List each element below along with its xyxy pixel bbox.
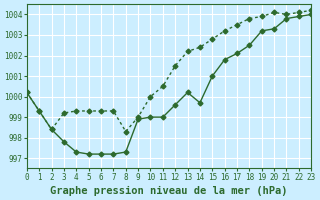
X-axis label: Graphe pression niveau de la mer (hPa): Graphe pression niveau de la mer (hPa): [50, 186, 288, 196]
